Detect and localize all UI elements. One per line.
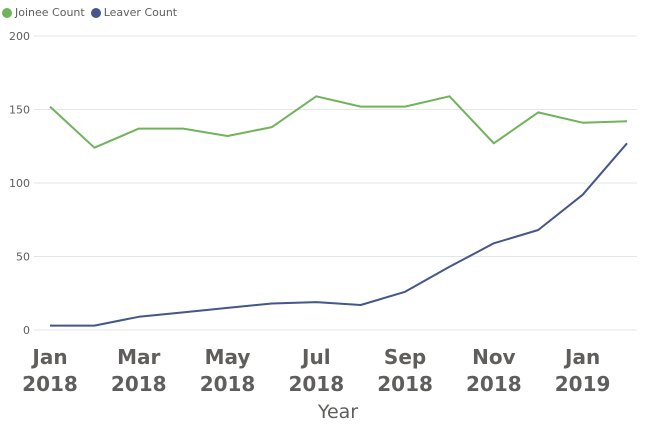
data-point-joinee-8 — [403, 105, 407, 109]
x-tick-label-4-month: May — [205, 345, 251, 369]
data-point-leaver-11 — [536, 228, 540, 232]
y-tick-label-200: 200 — [9, 30, 30, 43]
data-point-joinee-2 — [137, 127, 141, 131]
y-tick-label-150: 150 — [9, 104, 30, 117]
x-tick-label-8-month: Sep — [384, 345, 426, 369]
legend-label-leaver: Leaver Count — [103, 6, 178, 19]
legend-item-joinee[interactable]: Joinee Count — [2, 6, 85, 19]
data-point-joinee-6 — [314, 94, 318, 98]
y-tick-label-100: 100 — [9, 177, 30, 190]
x-tick-label-10-month: Nov — [472, 345, 516, 369]
legend: Joinee Count Leaver Count — [2, 6, 183, 19]
data-point-leaver-10 — [492, 241, 496, 245]
x-tick-label-4-year: 2018 — [200, 372, 256, 396]
data-point-leaver-12 — [581, 193, 585, 197]
x-tick-label-0-month: Jan — [30, 345, 67, 369]
series-line-leaver — [50, 142, 628, 327]
data-point-joinee-3 — [181, 127, 185, 131]
data-point-joinee-9 — [447, 94, 451, 98]
data-point-leaver-4 — [226, 306, 230, 310]
legend-swatch-joinee — [2, 7, 12, 18]
data-point-joinee-13 — [625, 119, 629, 123]
data-point-leaver-5 — [270, 302, 274, 306]
x-tick-label-6-year: 2018 — [288, 372, 344, 396]
x-tick-label-6-month: Jul — [300, 345, 331, 369]
data-point-leaver-3 — [181, 310, 185, 314]
data-point-joinee-12 — [581, 121, 585, 125]
x-axis-title: Year — [317, 401, 358, 423]
data-point-joinee-1 — [92, 146, 96, 150]
x-tick-label-2-month: Mar — [117, 345, 160, 369]
data-point-joinee-0 — [48, 105, 52, 109]
data-point-leaver-7 — [359, 303, 363, 307]
data-point-leaver-8 — [403, 290, 407, 294]
data-point-leaver-6 — [314, 300, 318, 304]
x-tick-label-10-year: 2018 — [466, 372, 522, 396]
data-point-leaver-0 — [48, 324, 52, 328]
data-point-joinee-10 — [492, 141, 496, 145]
data-point-leaver-2 — [137, 315, 141, 319]
legend-label-joinee: Joinee Count — [15, 6, 85, 19]
x-tick-label-12-month: Jan — [563, 345, 600, 369]
data-point-joinee-5 — [270, 125, 274, 129]
data-point-leaver-13 — [625, 141, 629, 145]
x-tick-label-2-year: 2018 — [111, 372, 167, 396]
data-point-joinee-4 — [226, 134, 230, 138]
legend-swatch-leaver — [90, 7, 101, 18]
data-point-leaver-9 — [447, 265, 451, 269]
x-tick-label-12-year: 2019 — [555, 372, 611, 396]
x-tick-label-8-year: 2018 — [377, 372, 433, 396]
data-point-leaver-1 — [92, 324, 96, 328]
x-tick-label-0-year: 2018 — [22, 372, 78, 396]
y-tick-label-50: 50 — [16, 251, 30, 264]
data-point-joinee-11 — [536, 110, 540, 114]
legend-item-leaver[interactable]: Leaver Count — [90, 6, 178, 19]
data-point-joinee-7 — [359, 105, 363, 109]
series-line-joinee — [49, 95, 628, 149]
y-tick-label-0: 0 — [23, 324, 30, 337]
